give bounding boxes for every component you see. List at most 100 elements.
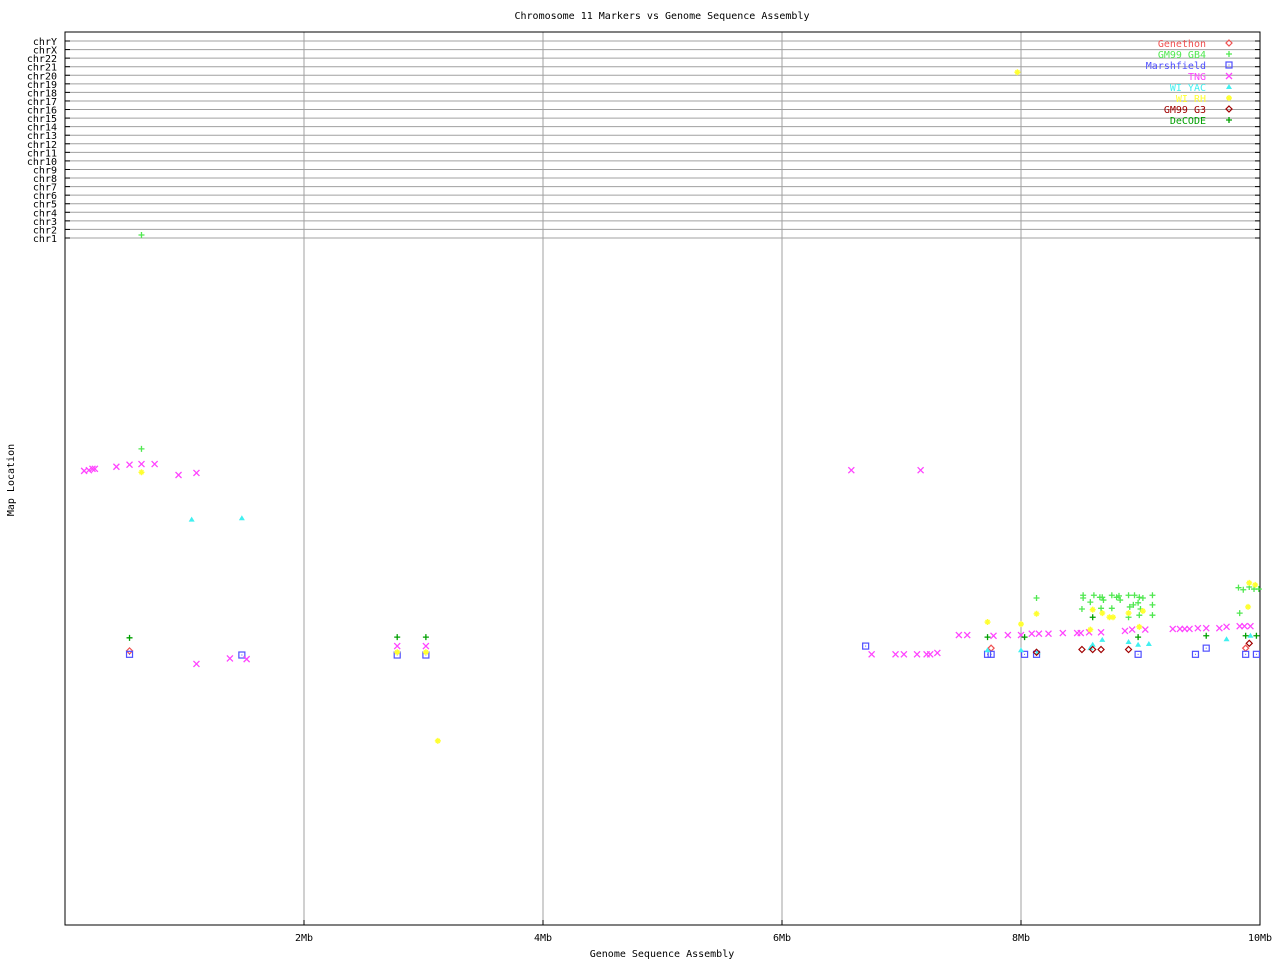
data-point-tng [151,460,159,468]
data-point-gm99-g3 [1245,639,1254,648]
data-point-gm99-gb4 [1255,586,1262,593]
chromosome-label: chr12 [27,140,57,151]
data-point-gm99-g3 [1032,648,1041,657]
data-point-wi-rh [1245,603,1252,610]
data-point-wi-rh [1014,69,1021,76]
legend-marker-tng [1225,72,1233,80]
data-point-gm99-gb4 [138,445,145,452]
data-point-decode [422,634,429,641]
data-point-wi-rh [1087,626,1094,633]
data-point-decode [1135,634,1142,641]
chromosome-label: chr8 [33,174,57,185]
data-point-gm99-gb4 [138,232,145,238]
data-point-gm99-gb4 [1099,594,1106,601]
data-point-gm99-gb4 [1090,592,1097,599]
y-axis-label: Map Location [6,444,17,516]
data-point-marshfield [862,642,870,650]
data-point-wi-yac [1125,638,1132,644]
grid [65,32,1260,925]
data-point-decode [1203,632,1210,639]
chromosome-labels: chrYchrXchr22chr21chr20chr19chr18chr17ch… [27,37,57,245]
data-point-wi-yac [1135,641,1142,647]
data-point-tng [963,631,971,639]
chromosome-label: chr20 [27,71,57,82]
data-point-tng [192,469,200,477]
data-point-tng [1215,624,1223,632]
data-point-tng [112,463,120,471]
data-point-tng [243,655,251,663]
data-point-gm99-g3 [1097,645,1105,654]
chromosome-label: chr6 [33,191,57,202]
data-point-marshfield [125,650,134,658]
data-point-wi-yac [1099,636,1106,642]
data-point-tng [1128,626,1136,634]
data-point-wi-rh [1246,579,1253,586]
chromosome-label: chr4 [33,208,57,219]
data-point-tng [1059,629,1067,637]
data-point-tng [1097,628,1105,636]
data-point-tng [138,460,145,468]
chromosome-label: chr17 [27,97,57,108]
data-point-wi-rh [1252,581,1259,588]
data-point-tng [422,642,430,650]
legend-label-marshfield: Marshfield [1146,61,1206,72]
chromosome-label: chr2 [33,225,57,236]
x-tick-label: 4Mb [534,933,552,944]
chromosome-label: chr5 [33,200,57,211]
data-point-tng [917,466,925,474]
data-point-tng [89,465,96,473]
data-point-tng [1004,631,1012,639]
data-point-wi-yac [1223,636,1230,642]
chromosome-label: chr11 [27,148,57,159]
data-point-tng [847,466,855,474]
legend-marker-gm99-gb4 [1226,51,1232,57]
data-point-decode [394,634,401,641]
data-point-tng [1028,630,1036,638]
data-point-tng [900,650,908,658]
data-point-tng [175,471,182,479]
x-tick-label: 10Mb [1248,933,1272,944]
data-point-gm99-gb4 [1136,612,1143,619]
data-point-wi-yac [188,516,195,522]
data-point-marshfield [1134,650,1142,658]
data-point-wi-rh [1018,621,1024,628]
chromosome-label: chr14 [27,123,57,134]
data-point-wi-yac [1247,632,1254,638]
data-point-wi-rh [1139,608,1146,615]
data-point-decode [1089,614,1096,621]
legend-marker-decode [1226,117,1232,123]
chromosome-label: chr19 [27,80,57,91]
data-points [80,69,1262,744]
data-point-gm99-gb4 [1235,584,1242,591]
data-point-gm99-gb4 [1033,594,1040,601]
legend-marker-wi-rh [1226,95,1232,101]
data-point-decode [1021,634,1028,641]
data-point-gm99-gb4 [1131,592,1138,599]
legend-marker-gm99-g3 [1225,105,1233,113]
chromosome-label: chr9 [33,165,57,176]
data-point-gm99-gb4 [1135,599,1142,606]
chromosome-label: chr16 [27,106,57,117]
data-point-decode [126,634,133,641]
data-point-marshfield [1191,650,1200,658]
data-point-gm99-g3 [1088,645,1097,654]
data-point-tng [85,466,93,474]
legend-marker-wi-yac [1226,84,1232,89]
data-point-wi-rh [1110,614,1117,621]
data-point-wi-rh [422,649,429,656]
data-point-gm99-gb4 [1139,594,1146,601]
data-point-decode [1253,632,1260,639]
data-point-wi-rh [394,649,401,656]
data-point-wi-yac [1087,645,1094,651]
data-point-gm99-gb4 [1078,605,1085,612]
data-point-tng [1223,623,1230,631]
data-point-tng [1141,626,1149,634]
data-point-tng [1121,627,1129,635]
data-point-gm99-gb4 [1236,610,1243,617]
chromosome-label: chr10 [27,157,57,168]
data-point-tng [868,650,876,658]
data-point-tng [1186,625,1193,633]
data-point-gm99-gb4 [1080,594,1087,601]
data-point-marshfield [1020,650,1029,658]
x-axis-label: Genome Sequence Assembly [590,949,735,960]
